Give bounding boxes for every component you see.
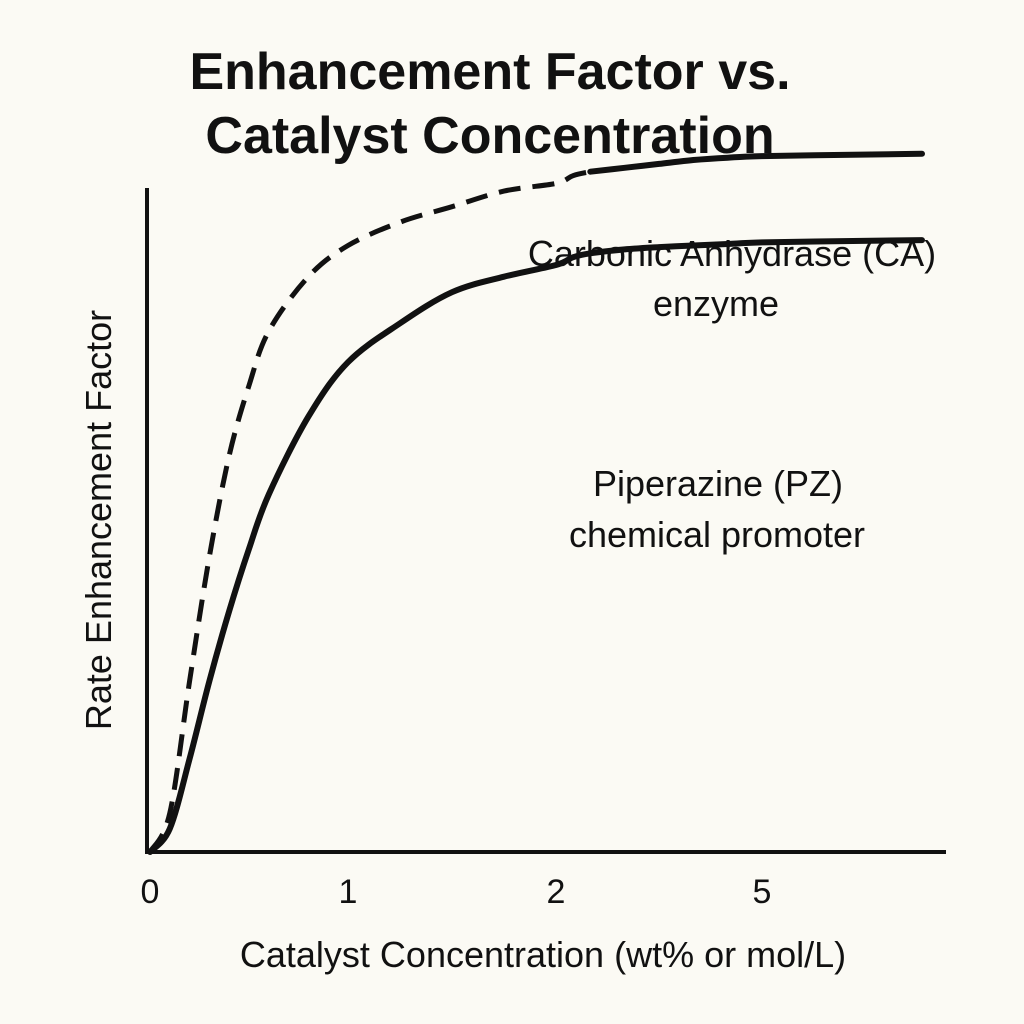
x-tick-label-2: 2 [547, 873, 566, 911]
annotation-ca-line-2: enzyme [653, 283, 779, 324]
annotation-pz-line-2: chemical promoter [569, 514, 865, 555]
y-axis-title: Rate Enhancement Factor [78, 310, 119, 730]
x-tick-label-0: 0 [141, 873, 160, 911]
x-axis-title: Catalyst Concentration (wt% or mol/L) [240, 934, 846, 975]
series-line-ca-solid [590, 154, 922, 172]
annotation-pz-line-1: Piperazine (PZ) [593, 463, 843, 504]
x-tick-label-3: 5 [753, 873, 772, 911]
x-tick-label-1: 1 [339, 873, 358, 911]
annotation-ca-line-1: Carbonic Anhydrase (CA) [528, 233, 936, 274]
